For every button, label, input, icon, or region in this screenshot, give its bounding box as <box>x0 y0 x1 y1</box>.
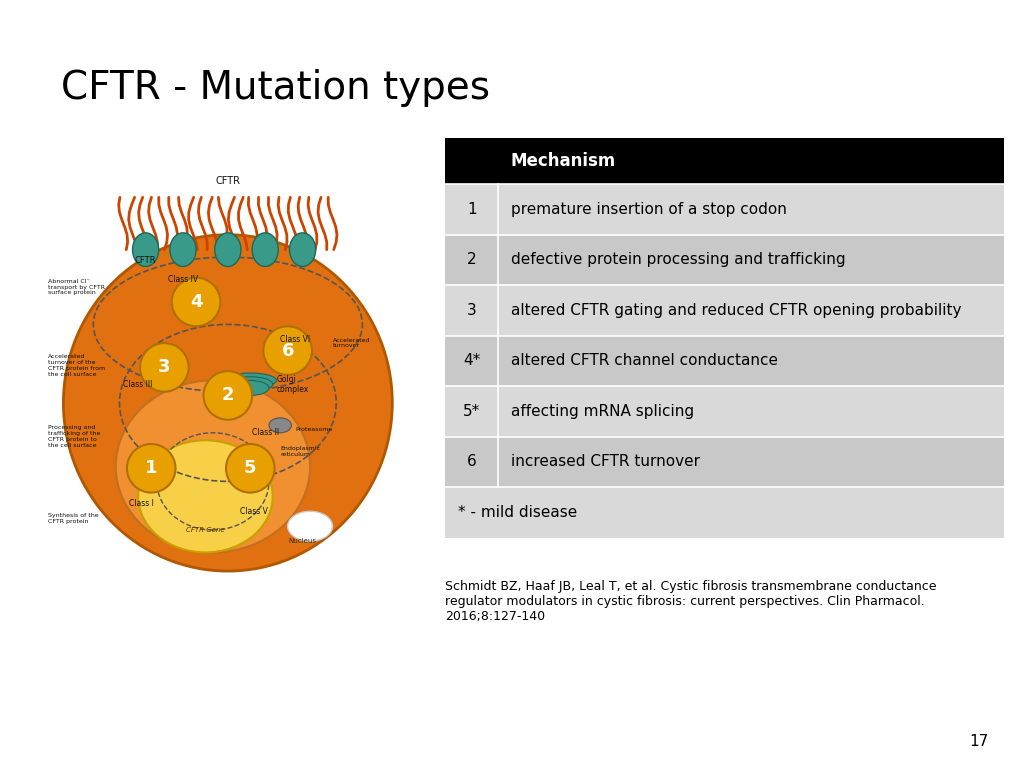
Text: Processing and
trafficking of the
CFTR protein to
the cell surface: Processing and trafficking of the CFTR p… <box>48 425 100 448</box>
Text: CFTR - Mutation types: CFTR - Mutation types <box>61 69 490 107</box>
Text: defective protein processing and trafficking: defective protein processing and traffic… <box>511 253 846 267</box>
Ellipse shape <box>231 380 269 396</box>
Text: 6: 6 <box>467 455 477 469</box>
Text: Class III: Class III <box>124 379 153 389</box>
Ellipse shape <box>269 418 292 433</box>
Text: CFTR: CFTR <box>135 256 157 265</box>
Text: Abnormal Cl⁻
transport by CFTR
surface protein: Abnormal Cl⁻ transport by CFTR surface p… <box>48 279 105 296</box>
Ellipse shape <box>228 377 272 392</box>
Text: Class VI: Class VI <box>280 335 310 344</box>
Ellipse shape <box>224 373 276 388</box>
Text: Proteasome: Proteasome <box>295 426 333 432</box>
FancyBboxPatch shape <box>445 184 1004 235</box>
FancyBboxPatch shape <box>445 235 1004 285</box>
FancyBboxPatch shape <box>445 336 1004 386</box>
Ellipse shape <box>132 233 159 266</box>
Text: altered CFTR channel conductance: altered CFTR channel conductance <box>511 353 778 369</box>
Text: affecting mRNA splicing: affecting mRNA splicing <box>511 404 694 419</box>
Text: 2: 2 <box>467 253 477 267</box>
Text: 4: 4 <box>189 293 203 311</box>
Text: 5*: 5* <box>463 404 480 419</box>
Circle shape <box>127 444 175 492</box>
Text: CFTR Gene: CFTR Gene <box>186 527 224 533</box>
Text: 3: 3 <box>158 359 171 376</box>
Ellipse shape <box>290 233 315 266</box>
Text: increased CFTR turnover: increased CFTR turnover <box>511 455 699 469</box>
Text: altered CFTR gating and reduced CFTR opening probability: altered CFTR gating and reduced CFTR ope… <box>511 303 962 318</box>
Text: 6: 6 <box>282 342 294 359</box>
Circle shape <box>172 278 220 326</box>
Text: 5: 5 <box>244 459 257 477</box>
Circle shape <box>263 326 312 375</box>
Ellipse shape <box>63 235 392 571</box>
Text: Golgi
complex: Golgi complex <box>276 375 308 394</box>
Text: Accelerated
turnover of the
CFTR protein from
the cell surface: Accelerated turnover of the CFTR protein… <box>48 354 105 377</box>
Ellipse shape <box>116 380 310 552</box>
Text: Nucleus: Nucleus <box>289 538 316 545</box>
Text: CFTR: CFTR <box>215 176 241 186</box>
FancyBboxPatch shape <box>445 386 1004 437</box>
Text: Accelerated
turnover: Accelerated turnover <box>333 338 370 349</box>
Ellipse shape <box>252 233 279 266</box>
Text: Class II: Class II <box>252 429 279 437</box>
Ellipse shape <box>288 511 333 541</box>
Text: premature insertion of a stop codon: premature insertion of a stop codon <box>511 202 786 217</box>
Circle shape <box>204 371 252 419</box>
Text: Mechanism: Mechanism <box>511 152 616 170</box>
Text: Endoplasmic
reticulum: Endoplasmic reticulum <box>281 446 321 457</box>
Ellipse shape <box>170 233 196 266</box>
FancyBboxPatch shape <box>445 487 1004 538</box>
Text: Synthesis of the
CFTR protein: Synthesis of the CFTR protein <box>48 513 99 524</box>
Ellipse shape <box>138 440 272 552</box>
FancyBboxPatch shape <box>445 138 1004 184</box>
Circle shape <box>226 444 274 492</box>
Text: 17: 17 <box>969 733 988 749</box>
Text: Class IV: Class IV <box>168 275 198 284</box>
Text: 4*: 4* <box>463 353 480 369</box>
Text: 3: 3 <box>467 303 477 318</box>
Text: Schmidt BZ, Haaf JB, Leal T, et al. Cystic fibrosis transmembrane conductance
re: Schmidt BZ, Haaf JB, Leal T, et al. Cyst… <box>445 580 937 623</box>
Text: 1: 1 <box>145 459 158 477</box>
FancyBboxPatch shape <box>445 285 1004 336</box>
Text: Class I: Class I <box>129 499 155 508</box>
Text: Class V: Class V <box>240 507 268 516</box>
FancyBboxPatch shape <box>445 437 1004 487</box>
Text: 1: 1 <box>467 202 477 217</box>
Text: * - mild disease: * - mild disease <box>458 505 577 520</box>
Circle shape <box>140 343 188 392</box>
Text: 2: 2 <box>221 386 234 405</box>
Ellipse shape <box>215 233 241 266</box>
